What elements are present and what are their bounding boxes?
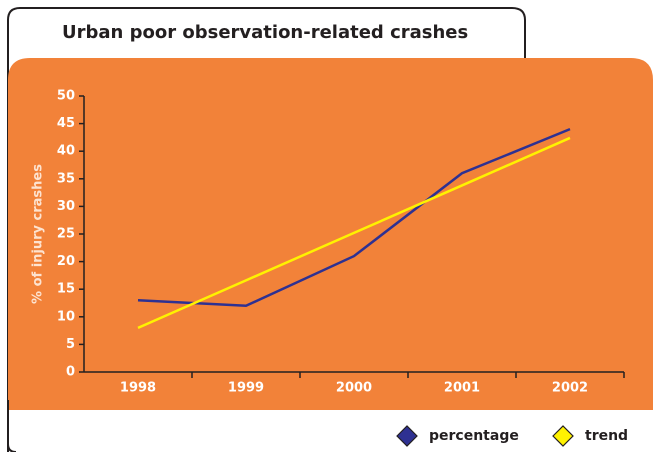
- x-tick-label: 2002: [552, 381, 588, 396]
- legend-label: percentage: [429, 428, 519, 444]
- y-tick-label: 5: [66, 337, 75, 352]
- y-axis-label: % of injury crashes: [31, 164, 46, 304]
- y-tick-label: 50: [57, 89, 75, 104]
- y-tick-label: 25: [57, 227, 75, 242]
- chart-title: Urban poor observation-related crashes: [62, 22, 468, 43]
- y-tick-label: 45: [57, 116, 75, 131]
- y-tick-label: 30: [57, 199, 75, 214]
- y-tick-label: 20: [57, 254, 75, 269]
- y-tick-label: 35: [57, 171, 75, 186]
- series-line: [137, 136, 571, 329]
- x-tick-label: 2000: [336, 381, 372, 396]
- x-tick-label: 2001: [444, 381, 480, 396]
- y-tick-label: 15: [57, 282, 75, 297]
- y-tick-label: 10: [57, 309, 75, 324]
- series-line: [137, 127, 571, 308]
- legend-label: trend: [585, 428, 628, 444]
- legend-marker: [552, 425, 574, 447]
- legend-marker: [396, 425, 418, 447]
- y-tick-label: 0: [66, 365, 75, 380]
- x-tick-label: 1999: [228, 381, 264, 396]
- x-tick-label: 1998: [120, 381, 156, 396]
- plot-panel: [8, 58, 653, 452]
- y-tick-label: 40: [57, 144, 75, 159]
